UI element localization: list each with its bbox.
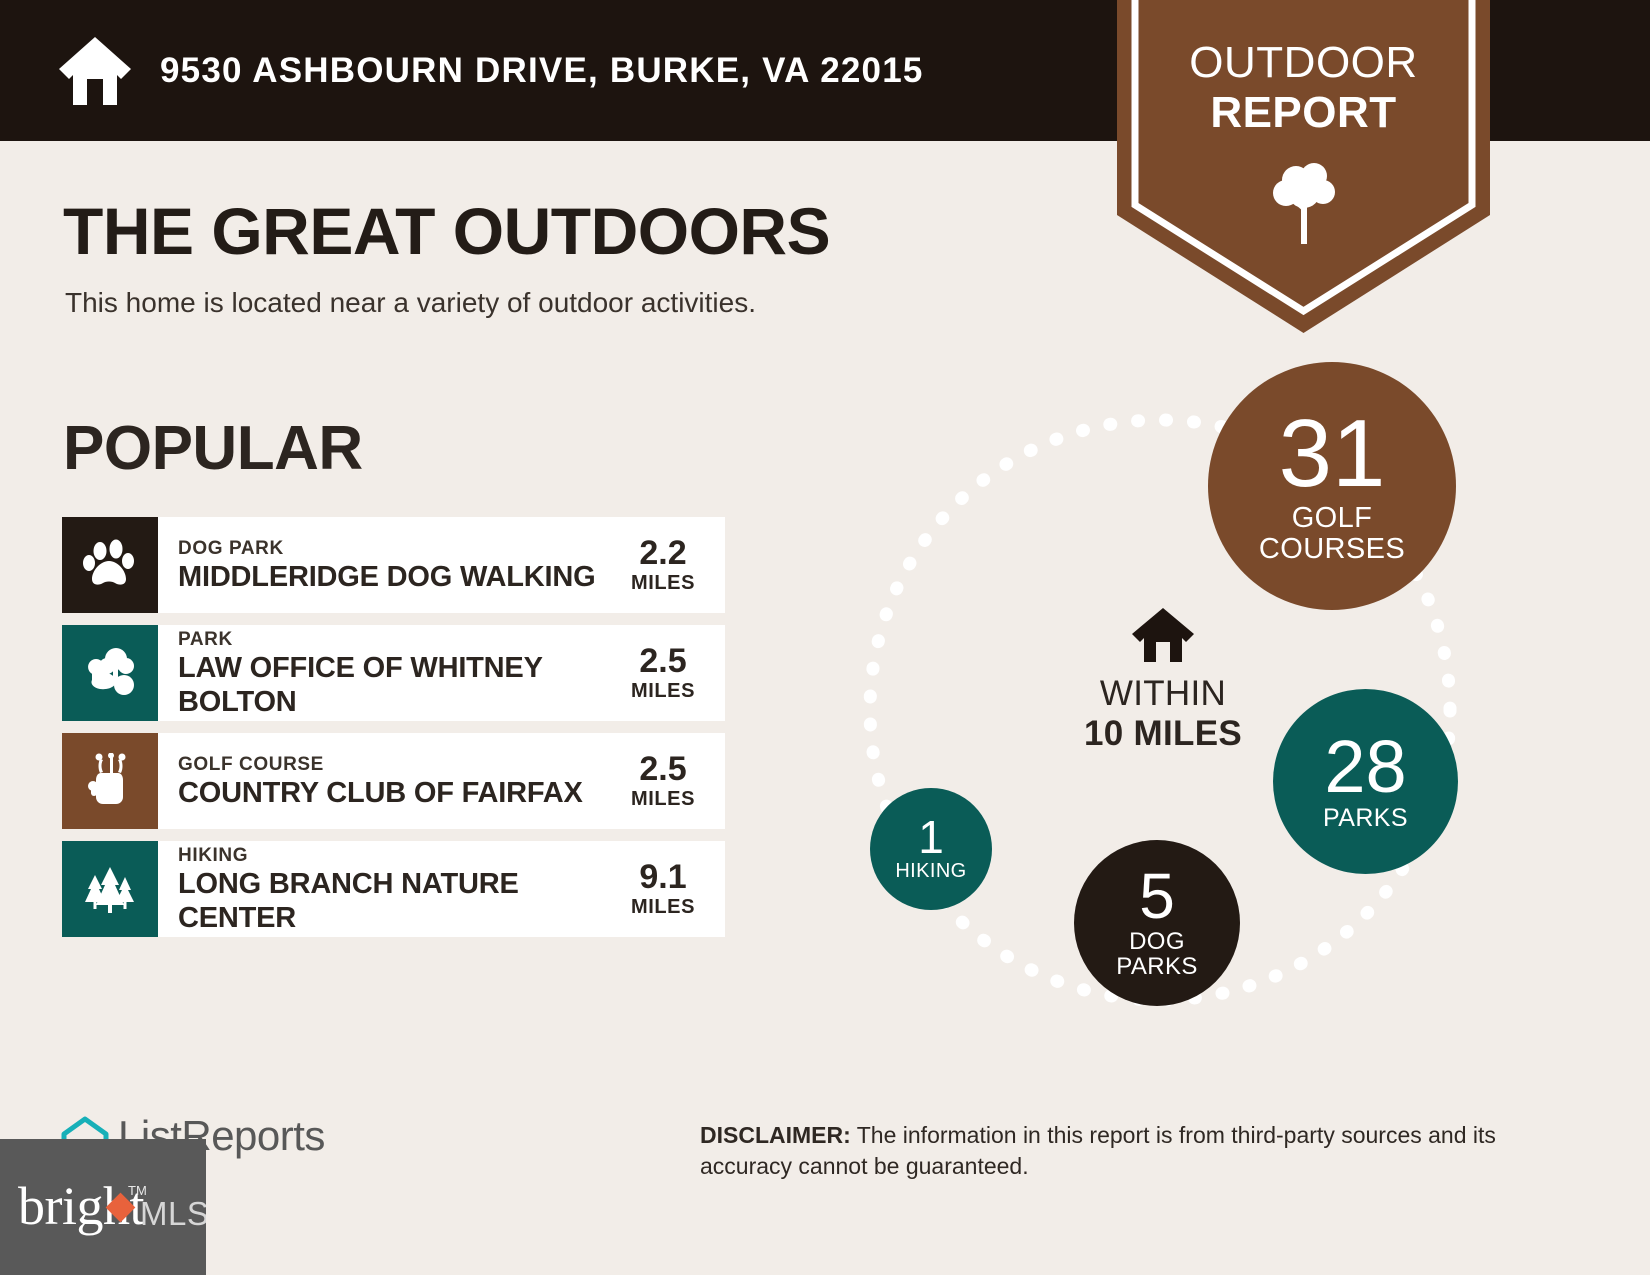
distance-value: 2.5 [639,750,687,788]
disclaimer-text: The information in this report is from t… [700,1122,1496,1179]
bubble-hiking[interactable]: 1 HIKING [870,788,992,910]
bubble-parks[interactable]: 28 PARKS [1273,689,1458,874]
property-address: 9530 ASHBOURN DRIVE, BURKE, VA 22015 [160,50,924,90]
list-item-distance: 9.1 MILES [609,859,725,919]
bubble-label: PARKS [1323,803,1408,832]
list-item-name: MIDDLERIDGE DOG WALKING [178,560,596,593]
mls-wordmark: MLS [140,1195,206,1232]
badge-title-line1: OUTDOOR [1189,38,1418,87]
bubble-golf-courses[interactable]: 31 GOLF COURSES [1208,362,1456,610]
bubble-label-line1: GOLF [1291,502,1373,535]
list-item-distance: 2.5 MILES [609,643,725,703]
bubble-label: HIKING [895,859,967,882]
bubble-label-line1: DOG [1129,928,1185,956]
list-item-text: PARK LAW OFFICE OF WHITNEY BOLTON [158,628,609,719]
popular-list: DOG PARK MIDDLERIDGE DOG WALKING 2.2 MIL… [62,517,725,949]
list-item-name: LONG BRANCH NATURE CENTER [178,867,519,934]
bubble-value: 5 [1139,860,1175,933]
bubble-label-line2: PARKS [1116,953,1198,981]
outdoor-report-badge: OUTDOOR REPORT [1117,0,1490,333]
bubble-value: 1 [918,811,944,864]
radius-bubble-chart: 31 GOLF COURSES 28 PARKS 5 DOG PARKS 1 H… [810,350,1510,1050]
list-item-distance: 2.2 MILES [609,535,725,595]
list-item-category: DOG PARK [178,537,284,559]
list-item-name: LAW OFFICE OF WHITNEY BOLTON [178,651,543,718]
golf-bag-icon [62,733,158,829]
disclaimer-label: DISCLAIMER: [700,1122,851,1148]
center-line2: 10 MILES [1083,714,1242,753]
distance-unit: MILES [630,572,696,594]
distance-value: 9.1 [639,858,687,896]
bubble-value: 31 [1278,399,1386,507]
center-line1: WITHIN [1099,674,1227,713]
distance-value: 2.5 [639,642,687,680]
page-subtitle: This home is located near a variety of o… [65,287,757,318]
bright-mls-watermark: bright TM MLS [0,1139,206,1275]
paw-print-icon [62,517,158,613]
list-item[interactable]: GOLF COURSE COUNTRY CLUB OF FAIRFAX 2.5 … [62,733,725,829]
center-marker: WITHIN 10 MILES [1038,606,1288,754]
home-icon [57,35,133,107]
list-item-name: COUNTRY CLUB OF FAIRFAX [178,776,583,809]
home-icon [1038,606,1288,664]
list-item-text: DOG PARK MIDDLERIDGE DOG WALKING [158,537,609,594]
list-item-text: HIKING LONG BRANCH NATURE CENTER [158,844,609,935]
bubble-label-line2: COURSES [1258,532,1406,565]
disclaimer: DISCLAIMER: The information in this repo… [700,1120,1510,1182]
list-item[interactable]: DOG PARK MIDDLERIDGE DOG WALKING 2.2 MIL… [62,517,725,613]
badge-title-line2: REPORT [1210,88,1397,137]
list-item-category: HIKING [178,844,249,866]
list-item-category: GOLF COURSE [178,753,324,775]
park-tree-icon [62,625,158,721]
list-item-category: PARK [178,628,233,650]
distance-unit: MILES [630,896,696,918]
pine-trees-icon [62,841,158,937]
trademark-symbol: TM [128,1183,147,1198]
distance-unit: MILES [630,680,696,702]
bubble-dog-parks[interactable]: 5 DOG PARKS [1074,840,1240,1006]
list-item-distance: 2.5 MILES [609,751,725,811]
bubble-label: DOG PARKS [1116,928,1198,981]
bubble-label: GOLF COURSES [1259,503,1405,564]
badge-title: OUTDOOR REPORT [1117,38,1490,138]
list-item-text: GOLF COURSE COUNTRY CLUB OF FAIRFAX [158,753,609,810]
list-item[interactable]: HIKING LONG BRANCH NATURE CENTER 9.1 MIL… [62,841,725,937]
page-title: THE GREAT OUTDOORS [63,194,831,268]
popular-section-heading: POPULAR [63,414,363,483]
distance-unit: MILES [630,788,696,810]
tree-icon [1270,160,1338,246]
bubble-value: 28 [1324,725,1407,809]
list-item[interactable]: PARK LAW OFFICE OF WHITNEY BOLTON 2.5 MI… [62,625,725,721]
distance-value: 2.2 [639,534,687,572]
